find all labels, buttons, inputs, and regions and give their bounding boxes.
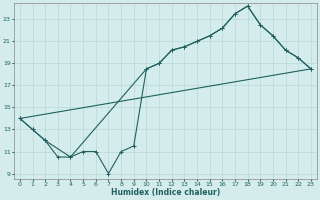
X-axis label: Humidex (Indice chaleur): Humidex (Indice chaleur) xyxy=(111,188,220,197)
